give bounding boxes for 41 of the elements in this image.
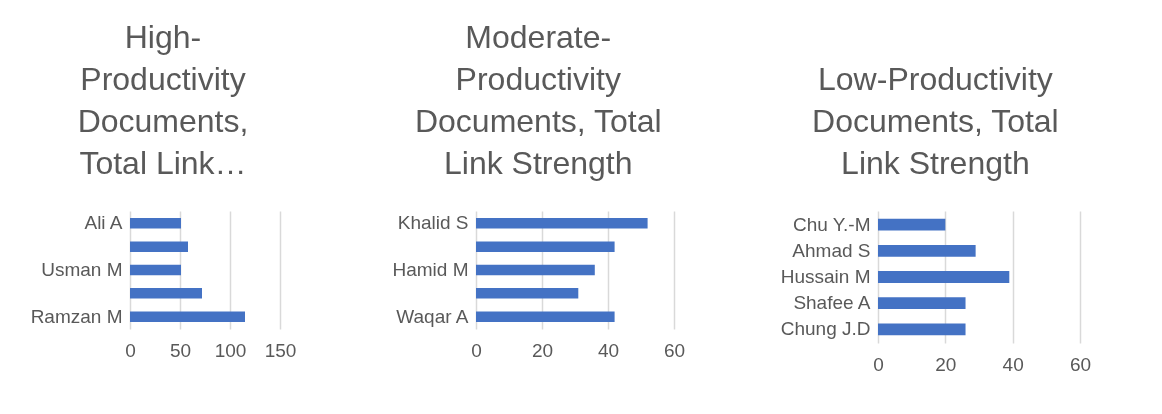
- bar: [130, 218, 181, 229]
- chart-title: Moderate-Productivity Documents, Total Link Strength: [414, 19, 662, 181]
- x-tick-label: 20: [531, 339, 554, 361]
- bar: [878, 218, 946, 231]
- bar: [476, 288, 579, 299]
- bar: [130, 264, 181, 276]
- x-tick-label: 60: [663, 339, 686, 361]
- y-tick-label: Waqar A: [396, 305, 469, 327]
- x-tick-label: 40: [1002, 353, 1024, 375]
- y-tick-label: Hussain M: [780, 266, 871, 287]
- x-tick-label: 100: [214, 339, 247, 361]
- bar: [130, 311, 245, 322]
- bar: [476, 241, 615, 252]
- x-tick-label: 150: [264, 339, 297, 361]
- chart-title: High-Productivity Documents, Total Link…: [77, 19, 249, 181]
- x-tick-label: 40: [597, 339, 620, 361]
- y-tick-label: Ali A: [84, 212, 123, 234]
- x-tick-label: 50: [169, 339, 192, 361]
- bar: [878, 297, 966, 310]
- y-tick-label: Chu Y.-M: [793, 213, 871, 235]
- y-tick-label: Chung J.D: [780, 318, 871, 340]
- y-tick-label: Usman M: [41, 259, 123, 280]
- x-tick-label: 0: [471, 339, 482, 361]
- bar: [130, 241, 188, 252]
- bar: [878, 271, 1010, 283]
- y-tick-label: Hamid M: [392, 259, 469, 280]
- bar: [476, 218, 648, 229]
- y-tick-label: Ramzan M: [30, 305, 123, 327]
- bar: [130, 288, 202, 299]
- y-tick-label: Khalid S: [397, 212, 469, 234]
- y-tick-label: Ahmad S: [792, 239, 871, 261]
- bar: [476, 264, 595, 276]
- bar: [878, 244, 976, 257]
- y-tick-label: Shafee A: [793, 292, 871, 314]
- chart-title: Low-Productivity Documents, Total Link Strength: [812, 61, 1059, 181]
- x-tick-label: 20: [935, 353, 957, 375]
- bar: [878, 323, 966, 336]
- x-tick-label: 60: [1069, 353, 1092, 375]
- x-tick-label: 0: [125, 339, 136, 361]
- x-tick-label: 0: [873, 353, 884, 375]
- bar: [476, 311, 615, 322]
